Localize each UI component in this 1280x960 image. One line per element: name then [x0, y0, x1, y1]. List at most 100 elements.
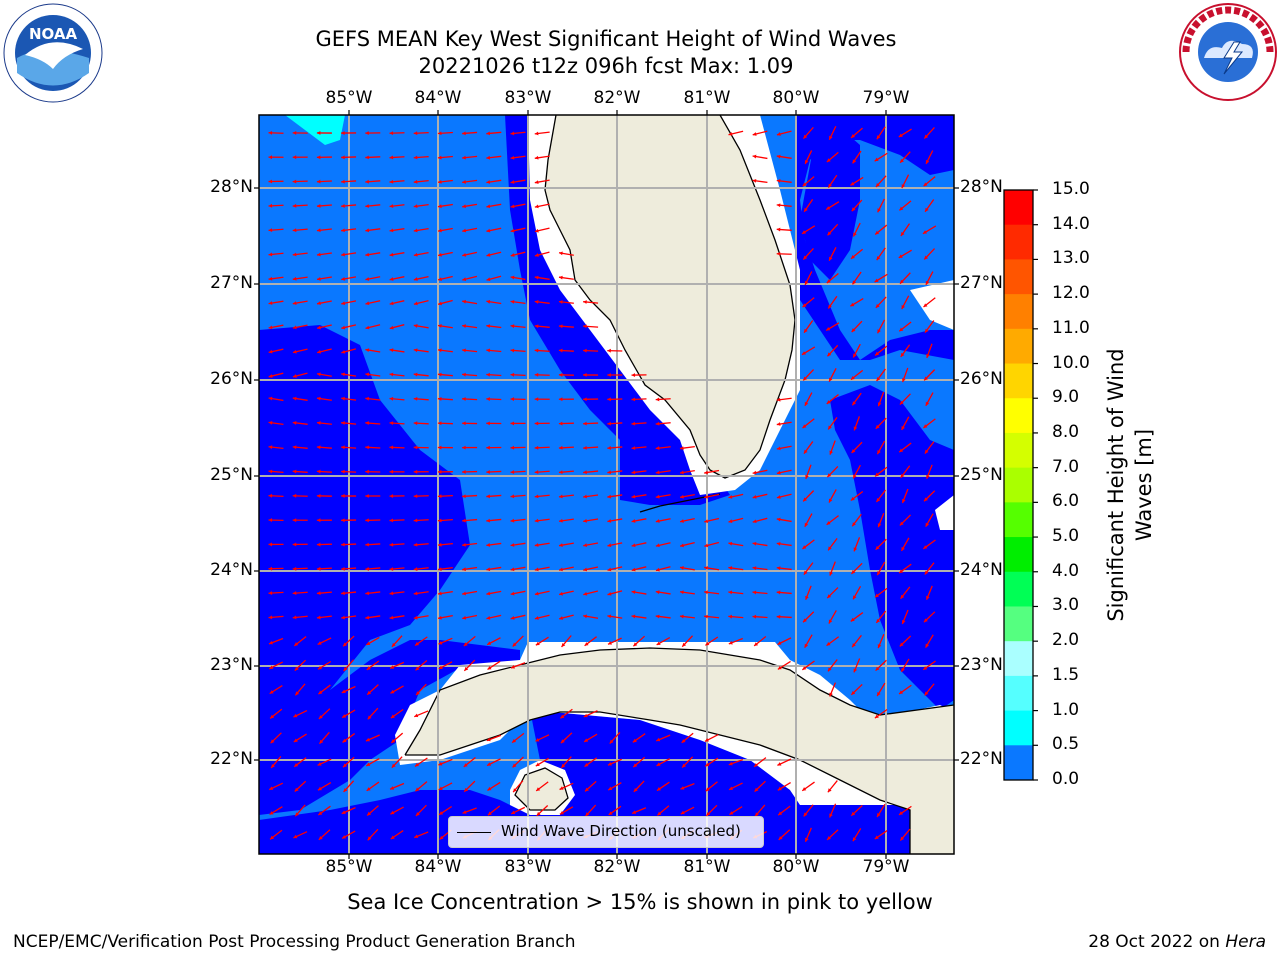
- wave-direction-arrow: [680, 783, 695, 790]
- wave-direction-arrow: [607, 446, 623, 450]
- wave-direction-arrow: [607, 518, 623, 523]
- wave-direction-arrow: [925, 150, 934, 165]
- wave-direction-arrow: [389, 518, 405, 523]
- wave-direction-arrow: [389, 567, 405, 571]
- wave-band-00-05-ne: [795, 115, 954, 360]
- wave-direction-arrow: [341, 348, 357, 354]
- wave-direction-arrow: [584, 636, 597, 647]
- wave-direction-arrow: [292, 155, 308, 160]
- chart-title: GEFS MEAN Key West Significant Height of…: [315, 27, 897, 51]
- wave-direction-arrow: [752, 493, 768, 499]
- wave-direction-arrow: [268, 130, 284, 135]
- wave-direction-arrow: [776, 469, 792, 475]
- wave-direction-arrow: [754, 804, 766, 817]
- wave-direction-arrow: [365, 615, 381, 620]
- wave-direction-arrow: [317, 782, 332, 791]
- wave-direction-arrow: [704, 541, 720, 548]
- nws-logo-icon: [1179, 3, 1277, 101]
- wave-direction-arrow: [875, 538, 887, 551]
- wave-direction-arrow: [874, 224, 888, 236]
- wave-direction-arrow: [510, 348, 526, 353]
- wave-direction-arrow: [414, 710, 429, 718]
- lon-label-top: 85°W: [325, 88, 373, 108]
- wave-direction-arrow: [316, 324, 332, 330]
- wave-direction-arrow: [438, 782, 453, 791]
- wave-direction-arrow: [705, 781, 718, 792]
- wave-direction-arrow: [366, 660, 380, 671]
- colorbar-tick-label: 2.0: [1052, 630, 1080, 651]
- wave-direction-arrow: [486, 542, 502, 547]
- wave-direction-arrow: [486, 590, 502, 596]
- wave-direction-arrow: [559, 806, 574, 815]
- wave-direction-arrow: [486, 155, 502, 160]
- sea-ice-note: Sea Ice Concentration > 15% is shown in …: [347, 890, 933, 914]
- colorbar-tick-label: 7.0: [1052, 456, 1080, 477]
- coastline-cuba: [404, 647, 954, 756]
- wave-band-00-05-east: [830, 385, 954, 710]
- wave-direction-arrow: [559, 782, 574, 791]
- lat-label-left: 27°N: [210, 273, 253, 293]
- wave-direction-arrow: [292, 421, 308, 425]
- wave-direction-arrow: [365, 252, 381, 257]
- wave-direction-arrow: [511, 732, 525, 744]
- wave-direction-arrow: [512, 635, 524, 647]
- wave-direction-arrow: [268, 203, 284, 208]
- wave-direction-arrow: [510, 131, 526, 136]
- wave-direction-arrow: [876, 368, 886, 382]
- wave-direction-arrow: [704, 590, 720, 595]
- wave-direction-arrow: [270, 732, 282, 744]
- wave-direction-arrow: [875, 296, 887, 309]
- colorbar-segment: [1004, 710, 1033, 746]
- wave-direction-arrow: [510, 445, 526, 450]
- wave-direction-arrow: [293, 831, 308, 839]
- wave-direction-arrow: [510, 299, 526, 305]
- wave-direction-arrow: [777, 758, 792, 766]
- wave-direction-arrow: [876, 440, 886, 455]
- wave-direction-arrow: [413, 542, 429, 547]
- wave-direction-arrow: [607, 566, 623, 572]
- wave-direction-arrow: [534, 397, 550, 402]
- wave-direction-arrow: [534, 421, 550, 426]
- wave-direction-arrow: [583, 373, 599, 377]
- wave-direction-arrow: [316, 300, 332, 306]
- wave-direction-arrow: [583, 566, 599, 572]
- wave-direction-arrow: [827, 223, 839, 236]
- wave-direction-arrow: [681, 732, 694, 744]
- wave-direction-arrow: [437, 179, 453, 184]
- wave-direction-arrow: [341, 421, 357, 425]
- colorbar-frame: [1003, 189, 1034, 781]
- wave-direction-arrow: [486, 734, 502, 742]
- wave-direction-arrow: [558, 518, 574, 523]
- wave-direction-arrow: [558, 275, 574, 280]
- wave-direction-arrow: [341, 542, 357, 547]
- wave-direction-arrow: [292, 518, 308, 523]
- wave-direction-arrow: [292, 203, 308, 208]
- wave-direction-arrow: [365, 734, 380, 742]
- wave-direction-arrow: [413, 831, 429, 839]
- wave-direction-arrow: [486, 324, 502, 329]
- wave-direction-arrow: [437, 397, 453, 401]
- wave-direction-arrow: [656, 758, 671, 767]
- wave-direction-arrow: [803, 804, 814, 817]
- noaa-logo-icon: NOAA: [3, 3, 103, 103]
- wave-direction-arrow: [874, 466, 888, 477]
- lat-label-right: 25°N: [960, 465, 1003, 485]
- wave-direction-arrow: [437, 348, 453, 353]
- wave-direction-arrow: [437, 131, 453, 136]
- wave-direction-arrow: [268, 348, 284, 354]
- wave-direction-arrow: [728, 493, 744, 499]
- wave-direction-arrow: [850, 369, 864, 381]
- wave-direction-arrow: [510, 590, 526, 596]
- wave-direction-arrow: [608, 805, 622, 816]
- wave-direction-arrow: [534, 179, 550, 184]
- lat-label-right: 28°N: [960, 177, 1003, 197]
- wave-direction-arrow: [341, 252, 357, 257]
- wave-direction-arrow: [437, 614, 453, 620]
- wave-direction-arrow: [268, 396, 284, 402]
- wave-direction-arrow: [926, 343, 933, 359]
- wave-direction-arrow: [607, 542, 623, 548]
- wave-direction-arrow: [510, 251, 526, 257]
- wave-direction-arrow: [607, 373, 623, 377]
- wave-direction-arrow: [365, 445, 381, 450]
- colorbar-tick-label: 6.0: [1052, 491, 1080, 512]
